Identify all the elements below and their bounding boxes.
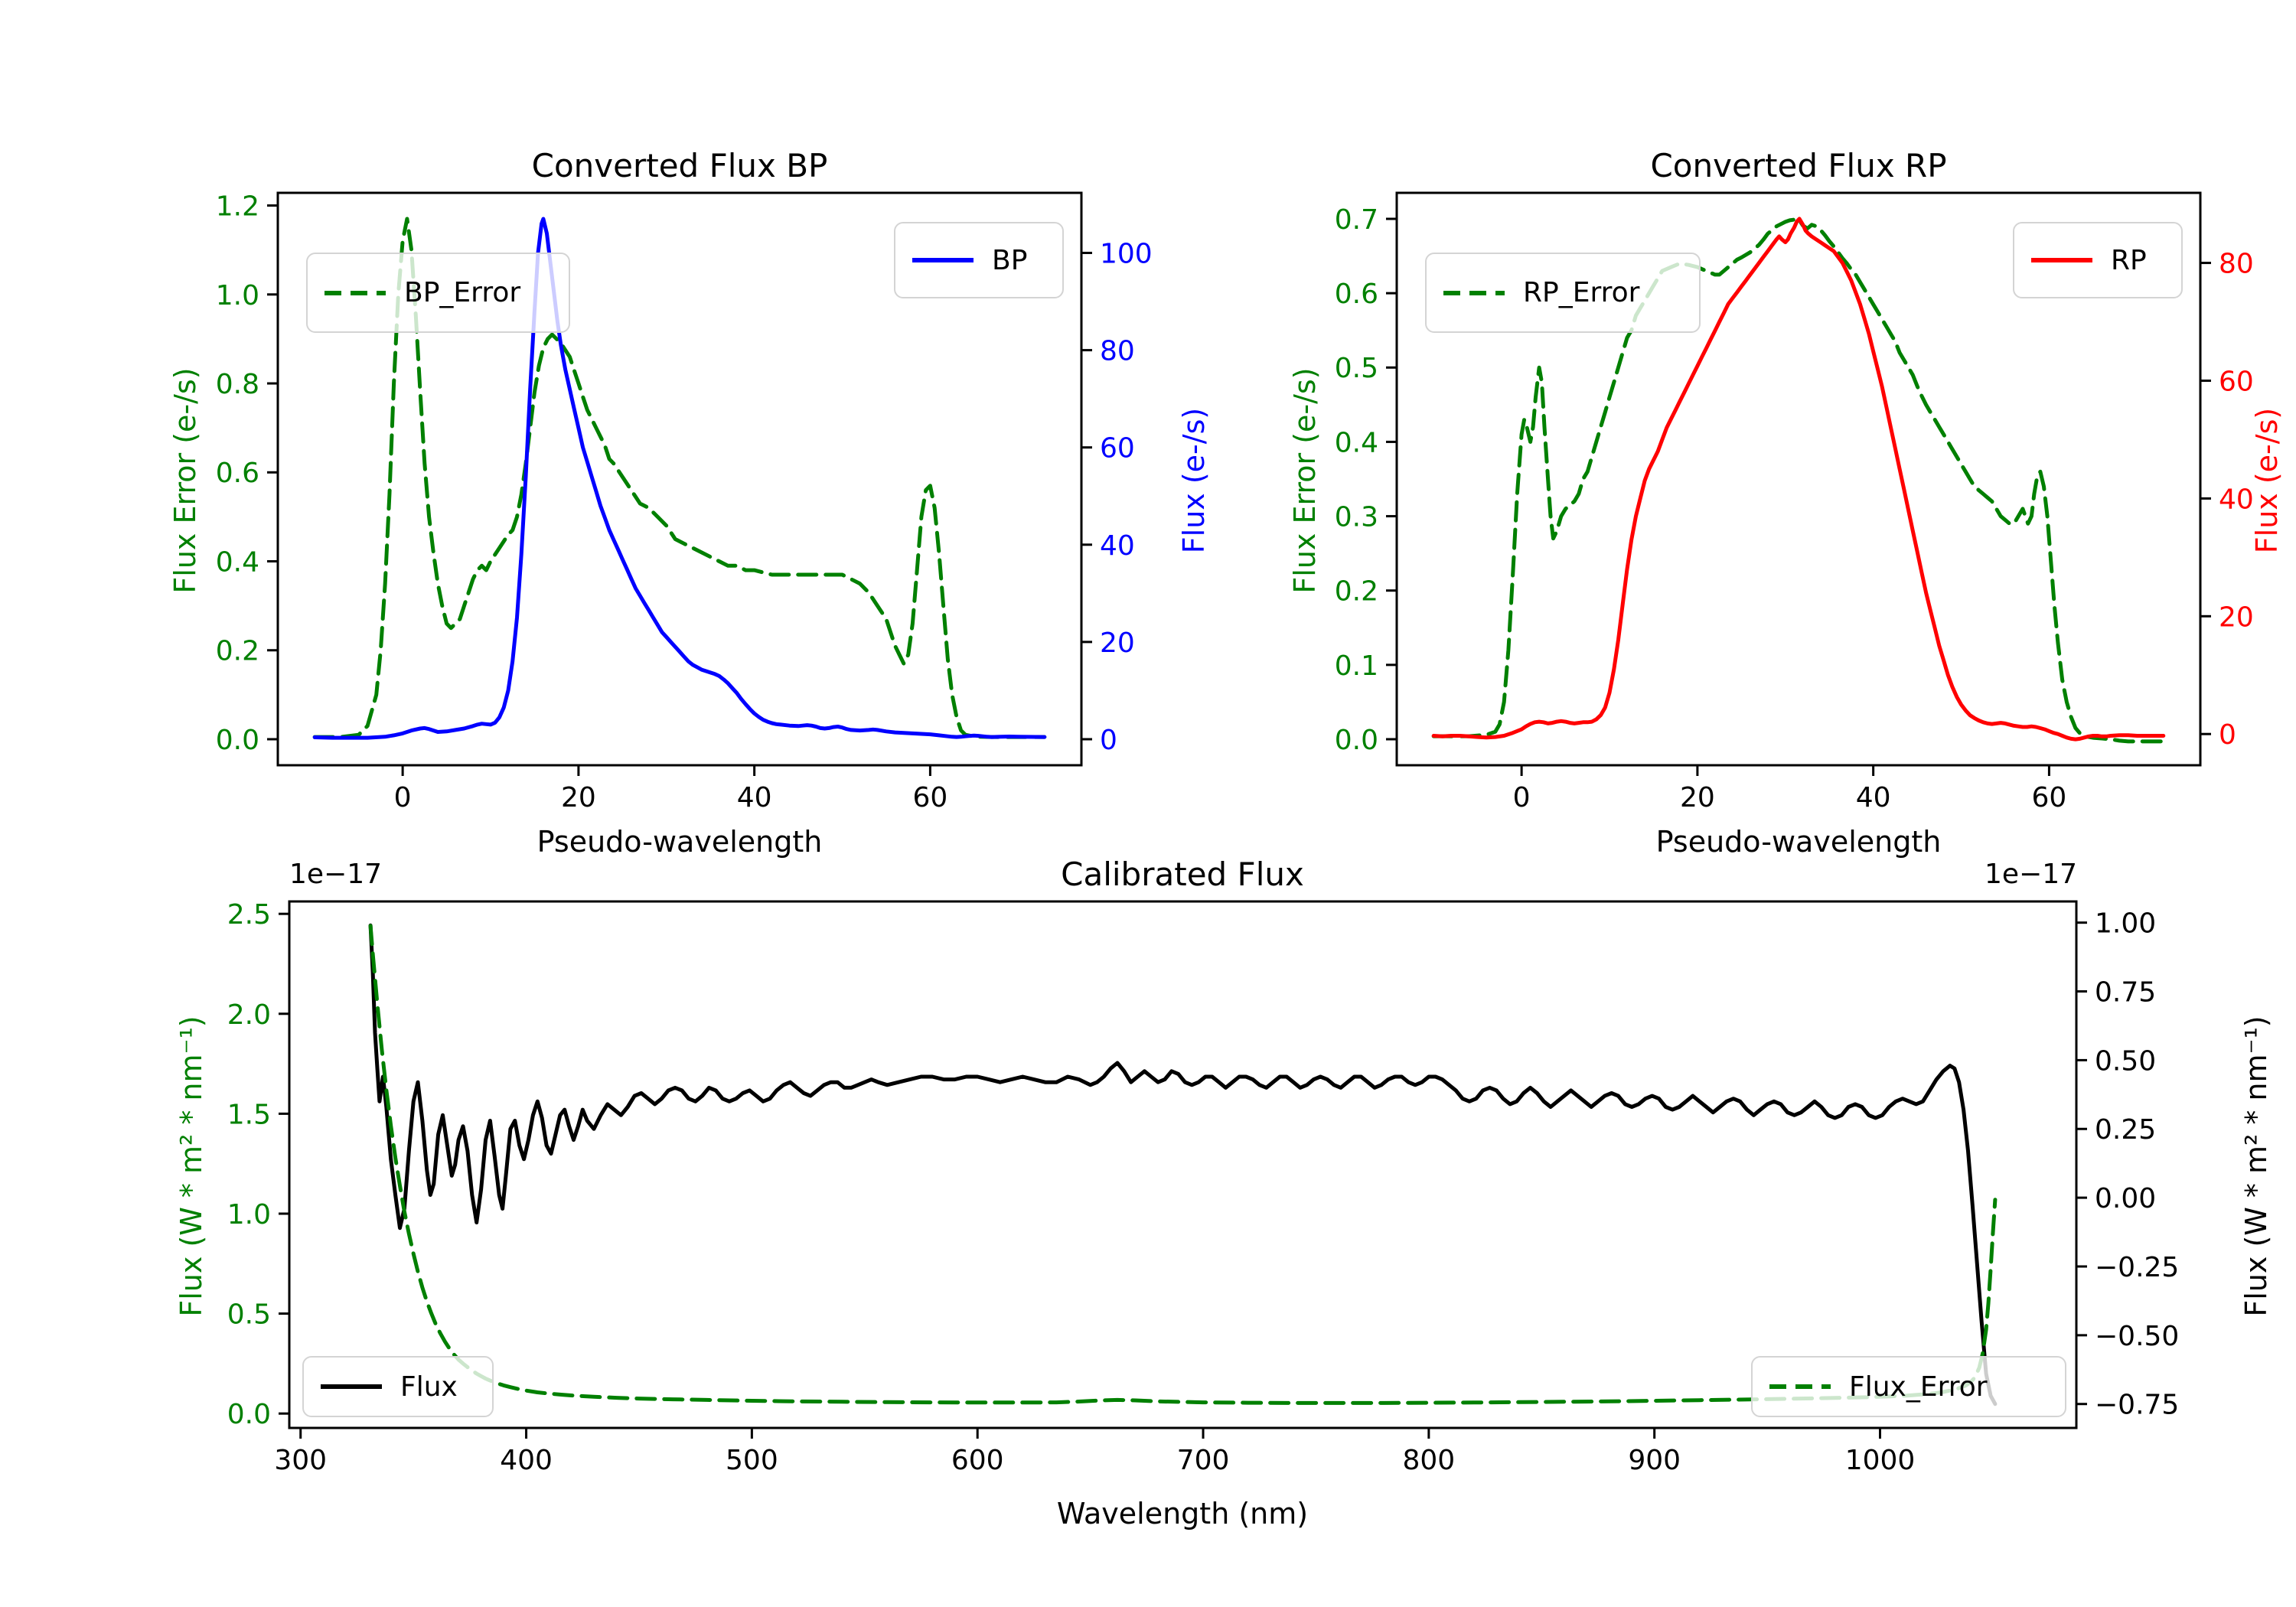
svg-text:0.1: 0.1 bbox=[1335, 650, 1378, 682]
flux-legend-label: Flux bbox=[400, 1371, 458, 1403]
svg-text:1000: 1000 bbox=[1845, 1445, 1916, 1476]
svg-text:0.4: 0.4 bbox=[216, 546, 259, 578]
svg-text:40: 40 bbox=[2219, 484, 2254, 515]
svg-text:1.0: 1.0 bbox=[227, 1199, 271, 1231]
svg-text:40: 40 bbox=[1856, 782, 1891, 813]
svg-text:80: 80 bbox=[2219, 249, 2254, 280]
solid-line-icon bbox=[321, 1384, 382, 1389]
svg-text:40: 40 bbox=[1100, 530, 1135, 562]
svg-text:0.6: 0.6 bbox=[216, 458, 259, 489]
svg-text:−0.75: −0.75 bbox=[2095, 1390, 2179, 1421]
svg-text:20: 20 bbox=[1100, 627, 1135, 659]
bp-legend-label: BP bbox=[992, 244, 1028, 276]
svg-text:0: 0 bbox=[2219, 719, 2236, 751]
svg-text:900: 900 bbox=[1628, 1445, 1681, 1476]
svg-text:0.3: 0.3 bbox=[1335, 502, 1378, 533]
rp-right-ylabel: Flux (e-/s) bbox=[2250, 407, 2284, 554]
bp-error-legend: BP_Error bbox=[306, 253, 570, 333]
svg-text:100: 100 bbox=[1100, 238, 1153, 269]
svg-text:300: 300 bbox=[274, 1445, 327, 1476]
svg-text:600: 600 bbox=[951, 1445, 1004, 1476]
rp-error-legend-label: RP_Error bbox=[1523, 277, 1640, 308]
rp-legend: RP bbox=[2013, 222, 2183, 298]
solid-line-icon bbox=[2031, 258, 2092, 262]
svg-text:−0.50: −0.50 bbox=[2095, 1321, 2179, 1352]
rp-left-ylabel: Flux Error (e-/s) bbox=[1288, 367, 1322, 594]
svg-text:20: 20 bbox=[2219, 601, 2254, 633]
flux-error-legend: Flux_Error bbox=[1751, 1356, 2066, 1417]
rp-legend-label: RP bbox=[2111, 244, 2147, 276]
rp-plot-title: Converted Flux RP bbox=[1650, 147, 1947, 184]
svg-text:2.5: 2.5 bbox=[227, 899, 271, 931]
svg-text:60: 60 bbox=[1100, 433, 1135, 464]
svg-text:0.2: 0.2 bbox=[216, 636, 259, 667]
svg-text:0.8: 0.8 bbox=[216, 369, 259, 400]
svg-text:1.2: 1.2 bbox=[216, 191, 259, 223]
svg-text:0.0: 0.0 bbox=[227, 1399, 271, 1430]
svg-text:60: 60 bbox=[913, 782, 948, 813]
svg-text:0.0: 0.0 bbox=[216, 725, 259, 756]
svg-text:1.5: 1.5 bbox=[227, 1099, 271, 1130]
svg-text:40: 40 bbox=[737, 782, 772, 813]
svg-text:0.00: 0.00 bbox=[2095, 1183, 2156, 1214]
svg-text:700: 700 bbox=[1177, 1445, 1230, 1476]
svg-text:1.00: 1.00 bbox=[2095, 908, 2156, 940]
bp-right-ylabel: Flux (e-/s) bbox=[1177, 407, 1211, 554]
svg-text:800: 800 bbox=[1402, 1445, 1455, 1476]
bp-left-ylabel: Flux Error (e-/s) bbox=[168, 367, 202, 594]
flux-legend: Flux bbox=[302, 1356, 494, 1417]
svg-text:80: 80 bbox=[1100, 336, 1135, 367]
svg-text:1.0: 1.0 bbox=[216, 280, 259, 311]
svg-text:0: 0 bbox=[1100, 725, 1117, 756]
dashed-line-icon bbox=[1769, 1384, 1831, 1389]
calibrated-right-ylabel: Flux (W * m² * nm⁻¹) bbox=[2239, 1015, 2273, 1317]
calibrated-plot-title: Calibrated Flux bbox=[1061, 856, 1304, 893]
svg-text:0.0: 0.0 bbox=[1335, 725, 1378, 756]
bp-error-legend-label: BP_Error bbox=[404, 277, 521, 308]
svg-text:0.4: 0.4 bbox=[1335, 427, 1378, 458]
dashed-line-icon bbox=[1443, 290, 1505, 295]
svg-text:0.6: 0.6 bbox=[1335, 279, 1378, 310]
svg-text:0.50: 0.50 bbox=[2095, 1045, 2156, 1077]
svg-text:20: 20 bbox=[561, 782, 596, 813]
svg-text:0.75: 0.75 bbox=[2095, 977, 2156, 1009]
bp-xlabel: Pseudo-wavelength bbox=[536, 825, 823, 859]
bp-legend: BP bbox=[894, 222, 1064, 298]
svg-text:0: 0 bbox=[394, 782, 412, 813]
svg-text:0.5: 0.5 bbox=[227, 1299, 271, 1331]
svg-text:−0.25: −0.25 bbox=[2095, 1252, 2179, 1283]
svg-text:0.2: 0.2 bbox=[1335, 576, 1378, 608]
bp-plot-title: Converted Flux BP bbox=[531, 147, 828, 184]
calibrated-xlabel: Wavelength (nm) bbox=[1056, 1497, 1309, 1530]
right-offset-text: 1e−17 bbox=[1985, 859, 2078, 890]
svg-text:2.0: 2.0 bbox=[227, 999, 271, 1031]
left-offset-text: 1e−17 bbox=[289, 859, 383, 890]
flux-error-legend-label: Flux_Error bbox=[1849, 1371, 1988, 1403]
svg-text:0.5: 0.5 bbox=[1335, 353, 1378, 384]
svg-text:0.7: 0.7 bbox=[1335, 204, 1378, 236]
dashed-line-icon bbox=[325, 290, 386, 295]
svg-text:0: 0 bbox=[1513, 782, 1531, 813]
svg-text:500: 500 bbox=[726, 1445, 778, 1476]
svg-text:400: 400 bbox=[500, 1445, 553, 1476]
svg-text:0.25: 0.25 bbox=[2095, 1114, 2156, 1146]
calibrated-left-ylabel: Flux (W * m² * nm⁻¹) bbox=[174, 1015, 208, 1317]
solid-line-icon bbox=[912, 258, 974, 262]
svg-text:20: 20 bbox=[1680, 782, 1715, 813]
svg-text:60: 60 bbox=[2219, 366, 2254, 397]
rp-xlabel: Pseudo-wavelength bbox=[1655, 825, 1942, 859]
rp-error-legend: RP_Error bbox=[1425, 253, 1701, 333]
svg-text:60: 60 bbox=[2032, 782, 2067, 813]
